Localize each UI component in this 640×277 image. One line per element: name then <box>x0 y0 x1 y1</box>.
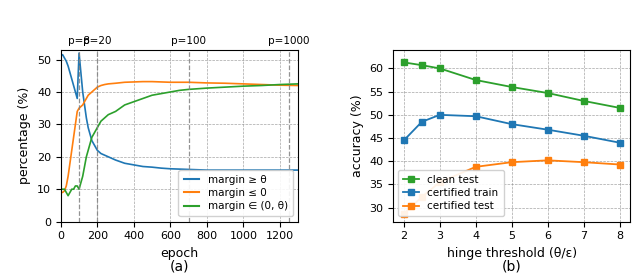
Text: p=100: p=100 <box>171 36 206 46</box>
Line: clean test: clean test <box>401 60 622 111</box>
certified test <box>580 161 588 164</box>
certified train <box>472 115 479 118</box>
clean test <box>436 67 444 70</box>
Text: (a): (a) <box>170 259 189 273</box>
Y-axis label: percentage (%): percentage (%) <box>19 87 31 184</box>
certified test <box>508 161 516 164</box>
certified train <box>418 120 426 124</box>
certified train <box>580 134 588 137</box>
Text: p=8: p=8 <box>68 36 90 46</box>
certified test <box>400 212 408 216</box>
certified test <box>544 159 552 162</box>
Line: certified test: certified test <box>401 158 622 217</box>
certified train <box>508 122 516 126</box>
certified train <box>616 141 623 144</box>
Line: certified train: certified train <box>401 112 622 145</box>
Legend: margin ≥ θ, margin ≤ 0, margin ∈ (0, θ): margin ≥ θ, margin ≤ 0, margin ∈ (0, θ) <box>179 170 293 216</box>
X-axis label: hinge threshold (θ/ε): hinge threshold (θ/ε) <box>447 247 577 260</box>
Text: (b): (b) <box>502 259 522 273</box>
clean test <box>418 63 426 67</box>
certified train <box>436 113 444 117</box>
certified test <box>472 165 479 168</box>
clean test <box>472 78 479 82</box>
certified train <box>544 128 552 131</box>
clean test <box>508 85 516 89</box>
certified test <box>436 181 444 184</box>
clean test <box>544 91 552 95</box>
X-axis label: epoch: epoch <box>161 247 198 260</box>
clean test <box>580 99 588 102</box>
clean test <box>400 61 408 64</box>
clean test <box>616 106 623 109</box>
Legend: clean test, certified train, certified test: clean test, certified train, certified t… <box>398 170 504 216</box>
certified test <box>418 195 426 199</box>
certified train <box>400 139 408 142</box>
Y-axis label: accuracy (%): accuracy (%) <box>351 94 364 177</box>
Text: p=1000: p=1000 <box>268 36 310 46</box>
certified test <box>616 163 623 166</box>
Text: p=20: p=20 <box>83 36 111 46</box>
